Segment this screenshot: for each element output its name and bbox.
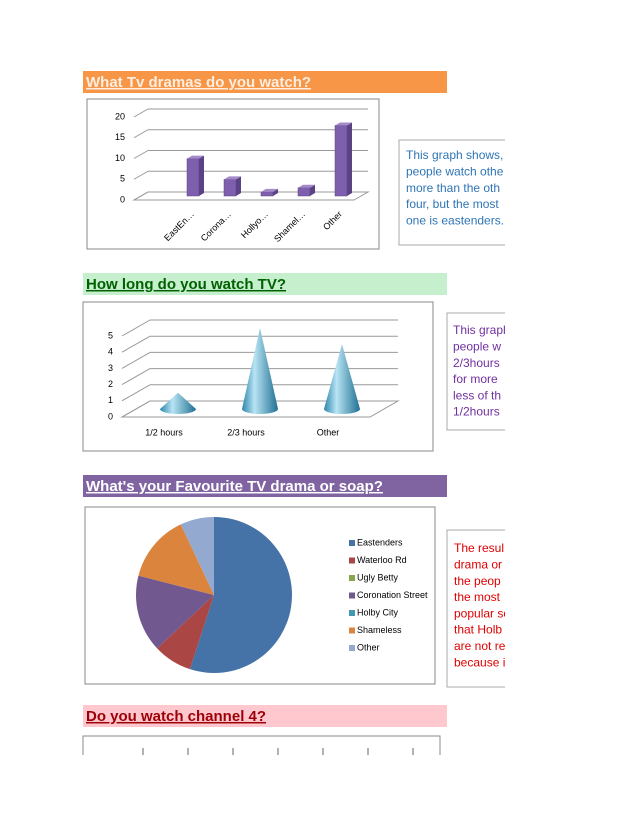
chart-frame bbox=[82, 735, 441, 755]
y-tick-label: 20 bbox=[115, 111, 125, 121]
y-tick-label: 4 bbox=[108, 347, 113, 357]
pie-slice bbox=[138, 524, 214, 595]
note-line: the most bbox=[454, 590, 501, 604]
y-tick-label: 5 bbox=[120, 174, 125, 184]
x-tick-label: Other bbox=[317, 427, 340, 437]
note-box bbox=[446, 529, 505, 688]
legend-swatch bbox=[349, 540, 355, 546]
heading: What Tv dramas do you watch? bbox=[86, 74, 311, 91]
note-line: less of th bbox=[453, 388, 501, 402]
note-line: popular so bbox=[454, 606, 510, 620]
x-tick-label: 2/3 hours bbox=[227, 427, 265, 437]
y-tick-label: 5 bbox=[108, 330, 113, 340]
note-line: because i bbox=[454, 655, 505, 669]
note-line: 2/3hours bbox=[453, 356, 500, 370]
bar bbox=[297, 187, 311, 197]
bar-side bbox=[273, 188, 278, 196]
bar-side bbox=[236, 176, 241, 196]
chart-frame bbox=[86, 98, 380, 250]
grid-line bbox=[133, 108, 149, 118]
grid-line bbox=[121, 319, 151, 337]
bar bbox=[260, 191, 274, 197]
note-line: drama or bbox=[454, 557, 502, 571]
y-tick-label: 3 bbox=[108, 363, 113, 373]
heading-band bbox=[83, 705, 447, 727]
note-line: people watch othe bbox=[406, 164, 504, 178]
legend-swatch bbox=[349, 645, 355, 651]
page-margin bbox=[505, 130, 638, 700]
cone bbox=[242, 328, 278, 414]
note-line: one is eastenders. bbox=[406, 213, 504, 227]
y-tick-label: 1 bbox=[108, 395, 113, 405]
heading: What's your Favourite TV drama or soap? bbox=[86, 478, 383, 495]
legend-label: Holby City bbox=[357, 607, 399, 617]
bar bbox=[186, 158, 200, 197]
grid-line bbox=[121, 384, 151, 402]
note-line: for more bbox=[453, 372, 498, 386]
heading-band bbox=[83, 273, 447, 295]
bar-top bbox=[335, 122, 352, 126]
pie-slice bbox=[136, 575, 214, 649]
grid-line bbox=[121, 368, 151, 386]
note-line: 1/2hours bbox=[453, 405, 500, 419]
grid-line bbox=[133, 150, 149, 159]
note-line: four, but the most bbox=[406, 197, 499, 211]
pie-slice bbox=[157, 595, 214, 670]
bar-side bbox=[199, 155, 204, 196]
bar bbox=[223, 179, 237, 197]
heading-band bbox=[83, 71, 447, 93]
pie-slice bbox=[189, 517, 293, 674]
heading: Do you watch channel 4? bbox=[86, 708, 266, 725]
bar-top bbox=[298, 184, 315, 188]
legend-swatch bbox=[349, 610, 355, 616]
legend-label: Eastenders bbox=[357, 537, 403, 547]
grid-line bbox=[121, 351, 151, 369]
heading: How long do you watch TV? bbox=[86, 276, 286, 293]
note-line: are not re bbox=[454, 639, 506, 653]
bar-side bbox=[310, 184, 315, 196]
floor bbox=[120, 400, 400, 418]
note-line: that Holb bbox=[454, 623, 502, 637]
legend-swatch bbox=[349, 557, 355, 564]
bar bbox=[334, 125, 348, 197]
heading-band bbox=[83, 475, 447, 497]
y-tick-label: 0 bbox=[120, 194, 125, 204]
pie-slice bbox=[180, 517, 214, 595]
legend-label: Waterloo Rd bbox=[357, 555, 407, 565]
legend-label: Coronation Street bbox=[357, 590, 428, 600]
note-line: This graph shows, bbox=[406, 148, 503, 162]
grid-line bbox=[133, 129, 149, 139]
legend-label: Other bbox=[357, 642, 380, 652]
y-tick-label: 15 bbox=[115, 132, 125, 142]
note-line: the peop bbox=[454, 574, 501, 588]
bar-top bbox=[187, 155, 204, 159]
partial-axis bbox=[142, 748, 414, 755]
grid-line bbox=[133, 170, 149, 180]
note-line: more than the oth bbox=[406, 181, 500, 195]
bar-top bbox=[261, 188, 278, 192]
floor bbox=[132, 191, 370, 201]
legend-label: Shameless bbox=[357, 625, 402, 635]
legend-swatch bbox=[349, 575, 355, 581]
legend-label: Ugly Betty bbox=[357, 572, 399, 582]
y-tick-label: 10 bbox=[115, 153, 125, 163]
bar-top bbox=[224, 176, 241, 180]
legend-swatch bbox=[349, 592, 355, 599]
x-tick-label: 1/2 hours bbox=[145, 427, 183, 437]
note-box bbox=[398, 139, 505, 246]
grid-line bbox=[121, 335, 151, 353]
cone bbox=[324, 344, 360, 414]
note-box bbox=[446, 312, 505, 431]
bar-side bbox=[347, 122, 352, 196]
note-line: people w bbox=[453, 339, 501, 353]
y-tick-label: 0 bbox=[108, 411, 113, 421]
legend-swatch bbox=[349, 627, 355, 634]
note-line: This graph bbox=[453, 323, 510, 337]
cone bbox=[160, 392, 196, 414]
y-tick-label: 2 bbox=[108, 379, 113, 389]
note-line: The resul bbox=[454, 541, 504, 555]
